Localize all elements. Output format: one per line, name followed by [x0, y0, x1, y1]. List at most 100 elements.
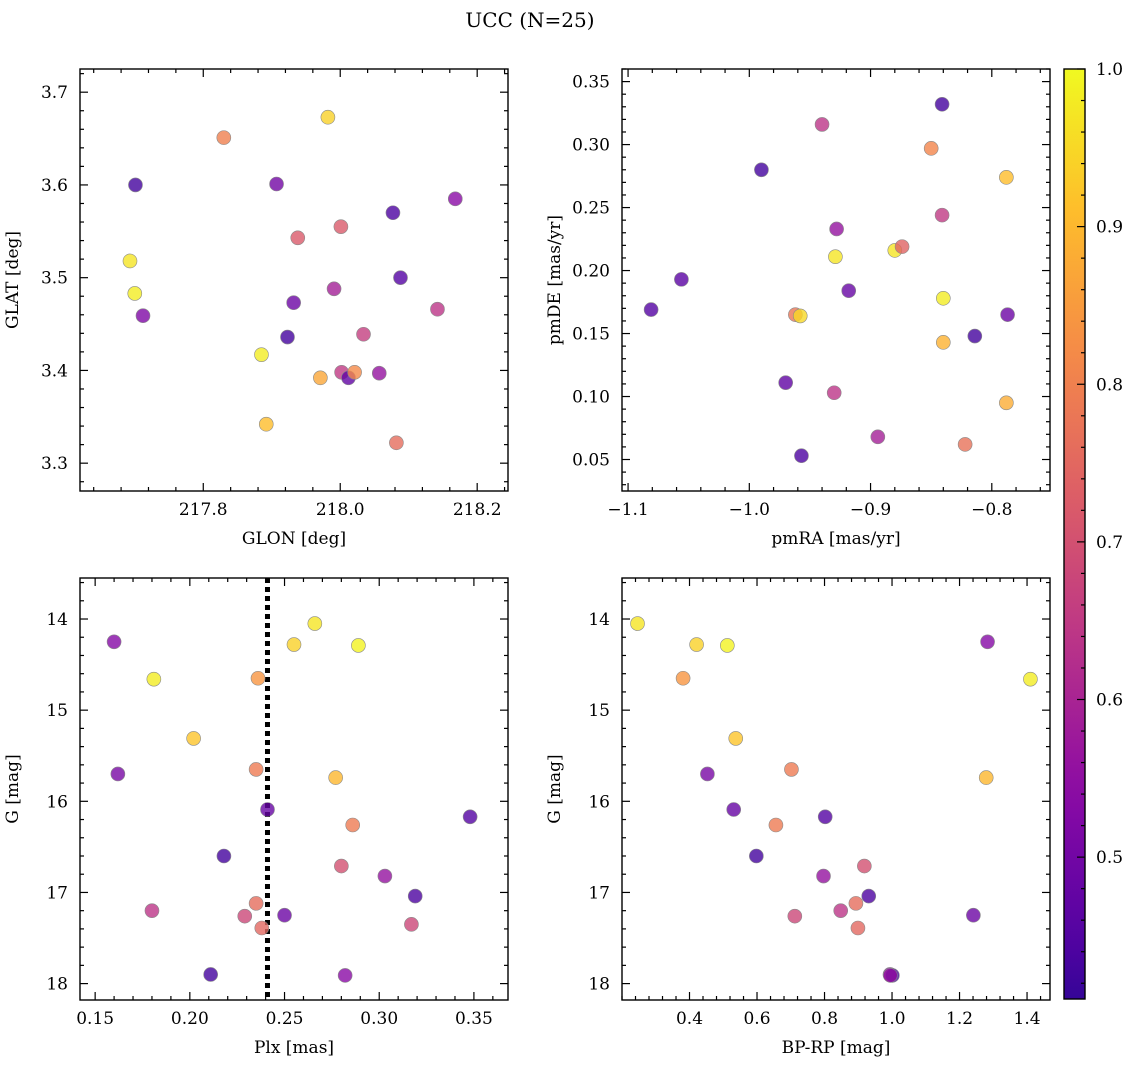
- data-point: [250, 670, 266, 686]
- data-point: [122, 253, 138, 269]
- x-tick-label: 0.15: [76, 1009, 114, 1029]
- ticks: [80, 69, 508, 491]
- data-point: [462, 809, 478, 825]
- data-point: [203, 967, 218, 982]
- colorbar-tick-label: 0.6: [1096, 691, 1123, 711]
- data-point: [110, 766, 126, 782]
- y-tick-label: 16: [46, 792, 68, 812]
- data-point: [216, 130, 232, 145]
- data-point: [784, 762, 799, 777]
- data-point: [828, 249, 843, 264]
- data-point: [371, 365, 387, 381]
- colorbar-tick-label: 0.8: [1096, 375, 1123, 395]
- colorbar-frame: [1063, 68, 1086, 1000]
- y-tick-label: 0.30: [572, 136, 610, 156]
- data-point: [848, 896, 864, 911]
- data-point: [936, 335, 951, 350]
- data-point: [768, 817, 784, 833]
- data-point: [144, 903, 160, 918]
- x-tick-label: 0.25: [266, 1009, 304, 1029]
- data-point: [254, 347, 269, 362]
- y-tick-label: 3.5: [41, 269, 68, 289]
- y-axis-label: G [mag]: [545, 754, 565, 823]
- data-point: [967, 328, 983, 344]
- data-point: [754, 162, 769, 178]
- x-tick-label: 1.0: [879, 1009, 906, 1029]
- axes-frame: [79, 68, 509, 492]
- data-point: [334, 858, 349, 874]
- data-point: [829, 221, 844, 237]
- data-point: [260, 802, 275, 817]
- data-point: [833, 903, 849, 918]
- data-point: [186, 731, 201, 746]
- data-point: [328, 770, 343, 785]
- data-point: [700, 766, 715, 782]
- data-point: [857, 858, 872, 874]
- x-tick-label: 218.0: [316, 500, 365, 520]
- data-point: [794, 448, 809, 464]
- data-point: [254, 920, 270, 936]
- data-point: [936, 290, 951, 306]
- data-point: [630, 616, 645, 631]
- data-point: [923, 141, 939, 156]
- data-point: [814, 117, 830, 132]
- colorbar-tick-label: 0.5: [1096, 848, 1123, 868]
- colorbar-tick-label: 1.0: [1096, 60, 1123, 80]
- data-point: [870, 429, 886, 445]
- x-tick-label: 218.2: [453, 500, 502, 520]
- data-point: [447, 191, 463, 207]
- x-tick-label: 0.6: [743, 1009, 770, 1029]
- y-tick-label: 14: [46, 610, 68, 630]
- data-point: [320, 109, 336, 125]
- data-point: [290, 230, 306, 246]
- data-point: [1023, 671, 1038, 687]
- data-point: [135, 308, 151, 324]
- y-tick-label: 18: [46, 975, 68, 995]
- data-point: [286, 637, 302, 652]
- y-tick-label: 0.10: [572, 388, 610, 408]
- data-point: [127, 286, 143, 301]
- data-point: [333, 219, 349, 234]
- data-point: [689, 637, 704, 652]
- data-point: [850, 920, 866, 936]
- x-axis-label: pmRA [mas/yr]: [771, 529, 900, 549]
- data-point: [720, 638, 735, 653]
- x-tick-label: −0.8: [971, 500, 1012, 520]
- data-point: [957, 437, 973, 452]
- data-point: [816, 868, 831, 884]
- data-point: [404, 917, 419, 932]
- data-point: [277, 907, 292, 923]
- x-axis-label: GLON [deg]: [242, 529, 346, 549]
- x-tick-label: 0.30: [360, 1009, 398, 1029]
- panel-bprp-g: 0.4 0.6 0.8 1.0 1.2 1.4 14 15 16 17 18 BP-RP [mag] G…: [545, 577, 1051, 1058]
- panel-plx-g: 0.15 0.20 0.25 0.30 0.35 14 15 16 17 18 Plx [mas] G…: [3, 577, 509, 1058]
- y-tick-label: 17: [46, 883, 68, 903]
- y-axis-label: G [mag]: [3, 754, 23, 823]
- data-point: [286, 295, 301, 311]
- panel-glon-glat: 217.8 218.0 218.2 3.3 3.4 3.5 3.6 3.7 GLON [deg]…: [3, 68, 509, 549]
- figure-title: UCC (N=25): [465, 8, 594, 32]
- data-point: [377, 868, 393, 884]
- y-tick-label: 0.20: [572, 262, 610, 282]
- data-point: [787, 908, 803, 924]
- data-point: [385, 205, 401, 221]
- data-point: [128, 177, 143, 193]
- colorbar: 0.5 0.6 0.7 0.8 0.9 1.0: [1063, 60, 1123, 1000]
- data-point: [313, 370, 328, 386]
- y-tick-label: 0.35: [572, 73, 610, 93]
- data-point: [356, 326, 371, 342]
- data-point: [999, 170, 1014, 185]
- colorbar-tick-label: 0.7: [1096, 533, 1123, 553]
- colorbar-tick-label: 0.9: [1096, 218, 1123, 238]
- data-point: [934, 207, 950, 223]
- data-point: [345, 817, 361, 833]
- x-tick-label: −1.0: [729, 500, 770, 520]
- y-tick-label: 15: [46, 701, 68, 721]
- y-axis-label: GLAT [deg]: [3, 231, 23, 329]
- data-point: [999, 395, 1014, 411]
- y-tick-label: 0.05: [572, 451, 610, 471]
- data-point: [351, 638, 366, 653]
- panel-proper-motion: −1.1 −1.0 −0.9 −0.8 0.05 0.10 0.15 0.20 0.25 0.30…: [545, 68, 1051, 549]
- data-point: [894, 239, 910, 254]
